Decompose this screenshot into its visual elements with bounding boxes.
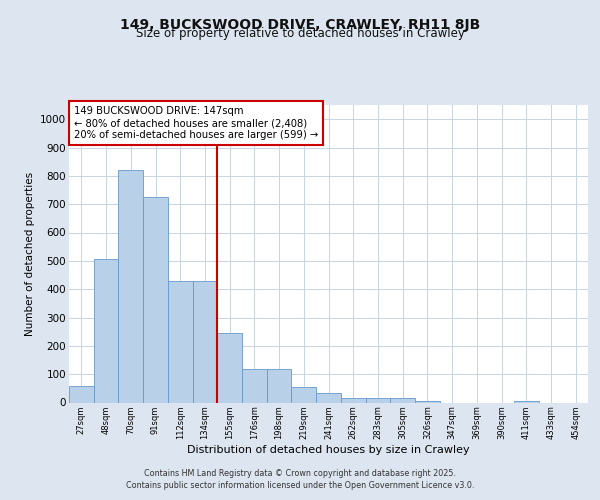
Text: Contains HM Land Registry data © Crown copyright and database right 2025.: Contains HM Land Registry data © Crown c… xyxy=(144,470,456,478)
Bar xyxy=(217,333,242,402)
Text: Size of property relative to detached houses in Crawley: Size of property relative to detached ho… xyxy=(136,28,464,40)
Text: 149 BUCKSWOOD DRIVE: 147sqm
← 80% of detached houses are smaller (2,408)
20% of : 149 BUCKSWOOD DRIVE: 147sqm ← 80% of det… xyxy=(74,106,319,140)
Bar xyxy=(94,260,118,402)
Bar xyxy=(514,401,539,402)
Text: Contains public sector information licensed under the Open Government Licence v3: Contains public sector information licen… xyxy=(126,482,474,490)
X-axis label: Distribution of detached houses by size in Crawley: Distribution of detached houses by size … xyxy=(187,444,470,454)
Bar xyxy=(316,392,341,402)
Bar xyxy=(415,401,440,402)
Bar xyxy=(365,398,390,402)
Bar xyxy=(292,387,316,402)
Bar xyxy=(168,280,193,402)
Bar xyxy=(390,398,415,402)
Bar xyxy=(193,280,217,402)
Bar xyxy=(267,368,292,402)
Bar xyxy=(143,197,168,402)
Bar xyxy=(341,398,365,402)
Text: 149, BUCKSWOOD DRIVE, CRAWLEY, RH11 8JB: 149, BUCKSWOOD DRIVE, CRAWLEY, RH11 8JB xyxy=(120,18,480,32)
Bar xyxy=(118,170,143,402)
Y-axis label: Number of detached properties: Number of detached properties xyxy=(25,172,35,336)
Bar xyxy=(242,368,267,402)
Bar xyxy=(69,386,94,402)
